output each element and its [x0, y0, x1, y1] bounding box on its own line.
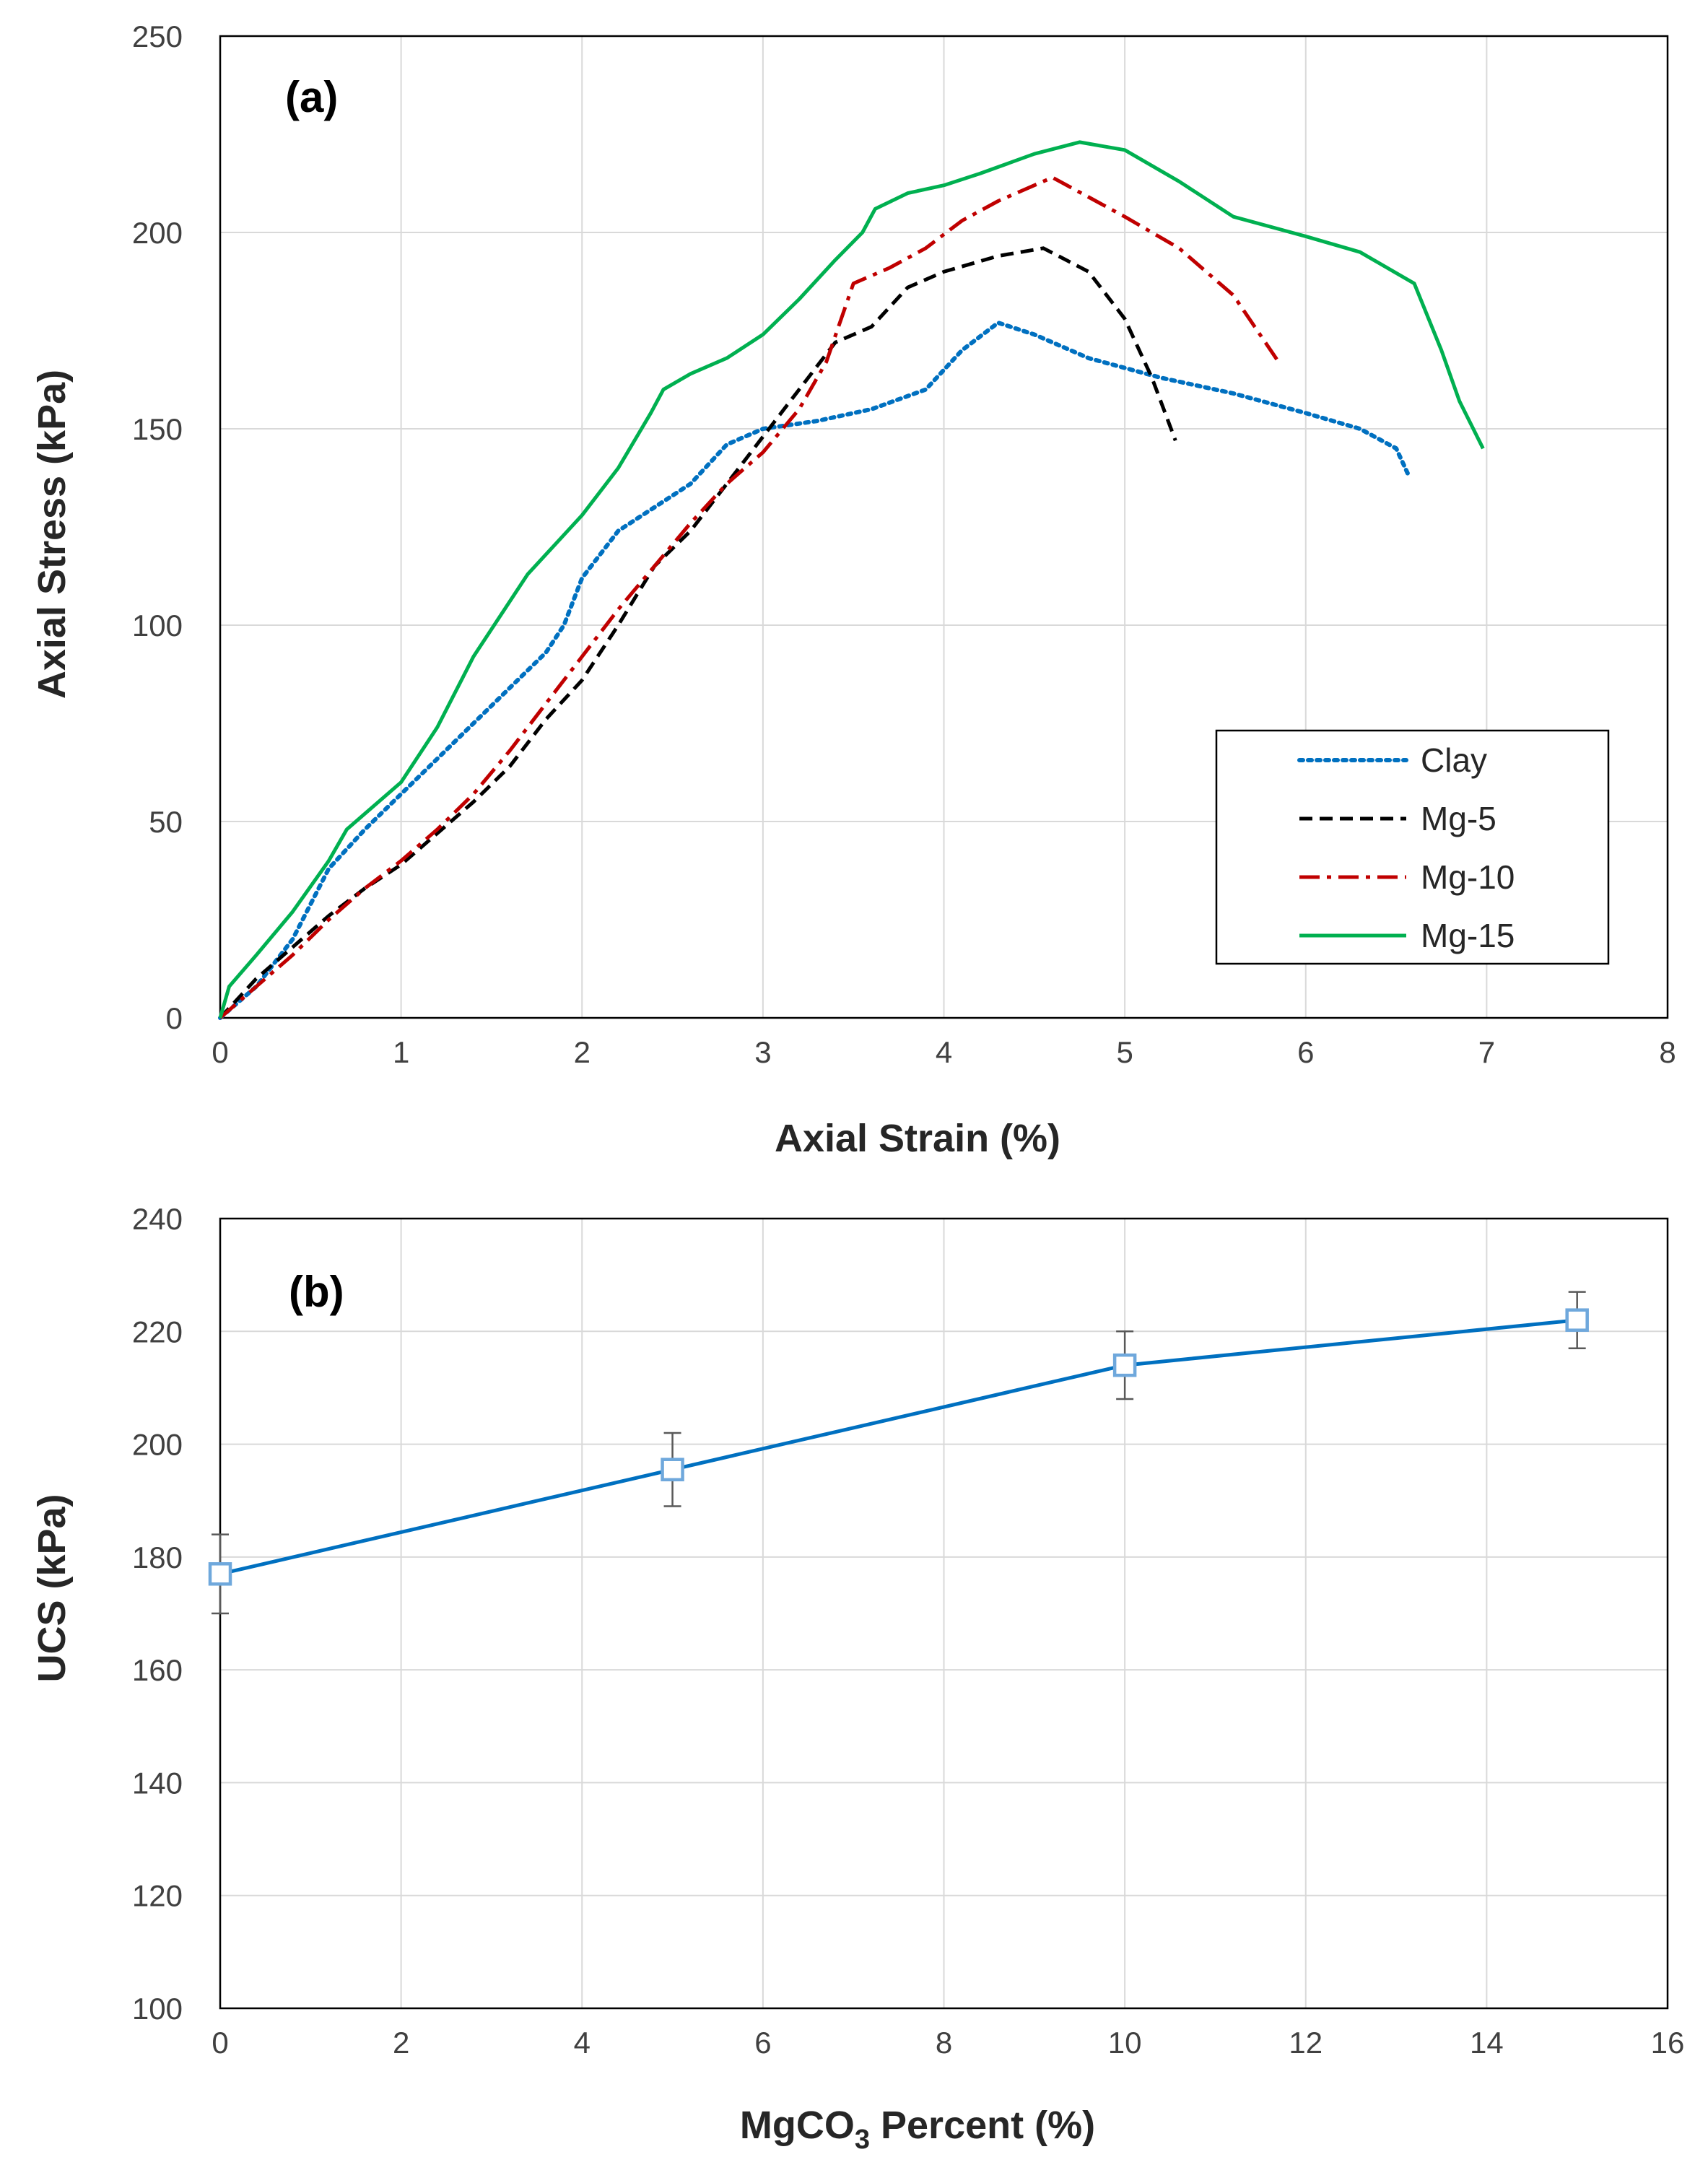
chart-a-x-tick-label: 8	[1659, 1035, 1676, 1069]
chart-b-x-axis-label: MgCO3 Percent (%)	[740, 2104, 1095, 2155]
chart-b-x-tick-label: 10	[1108, 2026, 1142, 2060]
data-point-marker	[208, 1562, 232, 1586]
chart-a-x-tick-label: 0	[212, 1035, 228, 1069]
chart-a-x-tick-label: 2	[574, 1035, 591, 1069]
chart-a-x-tick-label: 7	[1478, 1035, 1495, 1069]
chart-b-ucs: 0 2 4 6 8 10 12 14 16 100 120 140 160 180 200 220 240 (…	[30, 1202, 1684, 2155]
legend-label-clay: Clay	[1421, 741, 1487, 779]
chart-a-legend: Clay Mg-5 Mg-10 Mg-15	[1215, 729, 1610, 965]
chart-b-y-tick-label: 180	[132, 1541, 183, 1574]
chart-a-x-axis-label: Axial Strain (%)	[775, 1117, 1060, 1160]
chart-a-x-tick-label: 1	[393, 1035, 409, 1069]
chart-a-x-tick-label: 3	[754, 1035, 771, 1069]
chart-a-y-tick-label: 0	[166, 1001, 183, 1035]
legend-label-mg-10: Mg-10	[1421, 858, 1515, 896]
chart-b-y-tick-label: 160	[132, 1653, 183, 1687]
chart-a-panel-label: (a)	[285, 73, 338, 121]
chart-b-x-tick-label: 4	[574, 2026, 591, 2060]
legend-label-mg-5: Mg-5	[1421, 800, 1496, 837]
chart-b-y-tick-label: 120	[132, 1879, 183, 1913]
chart-a-y-tick-label: 100	[132, 609, 183, 642]
series-line-ucs	[219, 1318, 1577, 1576]
series-line-mg-5	[219, 246, 1177, 1019]
chart-a-x-tick-label: 4	[936, 1035, 952, 1069]
data-point-marker	[1565, 1308, 1589, 1332]
chart-a-x-ticks: 0 1 2 3 4 5 6 7 8	[212, 1035, 1676, 1069]
chart-b-x-tick-label: 2	[393, 2026, 409, 2060]
chart-b-x-tick-label: 0	[212, 2026, 228, 2060]
chart-a-series	[218, 140, 1485, 1020]
chart-b-x-tick-label: 12	[1289, 2026, 1323, 2060]
chart-b-y-tick-label: 100	[132, 1992, 183, 2026]
chart-b-y-tick-label: 200	[132, 1428, 183, 1462]
chart-b-x-tick-label: 14	[1470, 2026, 1504, 2060]
data-point-marker	[1112, 1353, 1137, 1377]
chart-b-series	[208, 1291, 1589, 1615]
chart-a-x-tick-label: 5	[1116, 1035, 1133, 1069]
series-line-mg-10	[219, 175, 1281, 1019]
chart-a-x-tick-label: 6	[1297, 1035, 1314, 1069]
series-line-mg-15	[218, 140, 1485, 1019]
chart-a-y-tick-label: 50	[149, 805, 183, 839]
chart-a-y-tick-label: 250	[132, 19, 183, 53]
chart-b-panel-label: (b)	[289, 1268, 344, 1316]
legend-label-mg-15: Mg-15	[1421, 917, 1515, 954]
chart-a-stress-strain: 0 1 2 3 4 5 6 7 8 0 50 100 150 200 250 (a) Axial Stra…	[30, 19, 1676, 1160]
chart-a-grid	[219, 35, 1668, 1019]
chart-b-y-ticks: 100 120 140 160 180 200 220 240	[132, 1202, 183, 2026]
legend-box	[1215, 729, 1610, 965]
chart-b-y-axis-label: UCS (kPa)	[30, 1494, 74, 1682]
chart-a-y-tick-label: 150	[132, 412, 183, 446]
chart-a-plot-frame	[219, 35, 1669, 1019]
data-point-marker	[661, 1457, 684, 1481]
chart-a-y-tick-label: 200	[132, 216, 183, 250]
chart-b-x-tick-label: 16	[1651, 2026, 1685, 2060]
chart-a-y-axis-label: Axial Stress (kPa)	[30, 370, 74, 699]
chart-b-y-tick-label: 240	[132, 1202, 183, 1236]
chart-b-y-tick-label: 140	[132, 1766, 183, 1800]
series-line-clay	[218, 321, 1411, 1020]
chart-b-y-tick-label: 220	[132, 1315, 183, 1348]
chart-b-grid	[219, 1218, 1668, 2009]
chart-b-x-tick-label: 8	[936, 2026, 952, 2060]
chart-a-y-ticks: 0 50 100 150 200 250	[132, 19, 183, 1035]
chart-b-x-ticks: 0 2 4 6 8 10 12 14 16	[212, 2026, 1684, 2060]
chart-b-x-tick-label: 6	[754, 2026, 771, 2060]
